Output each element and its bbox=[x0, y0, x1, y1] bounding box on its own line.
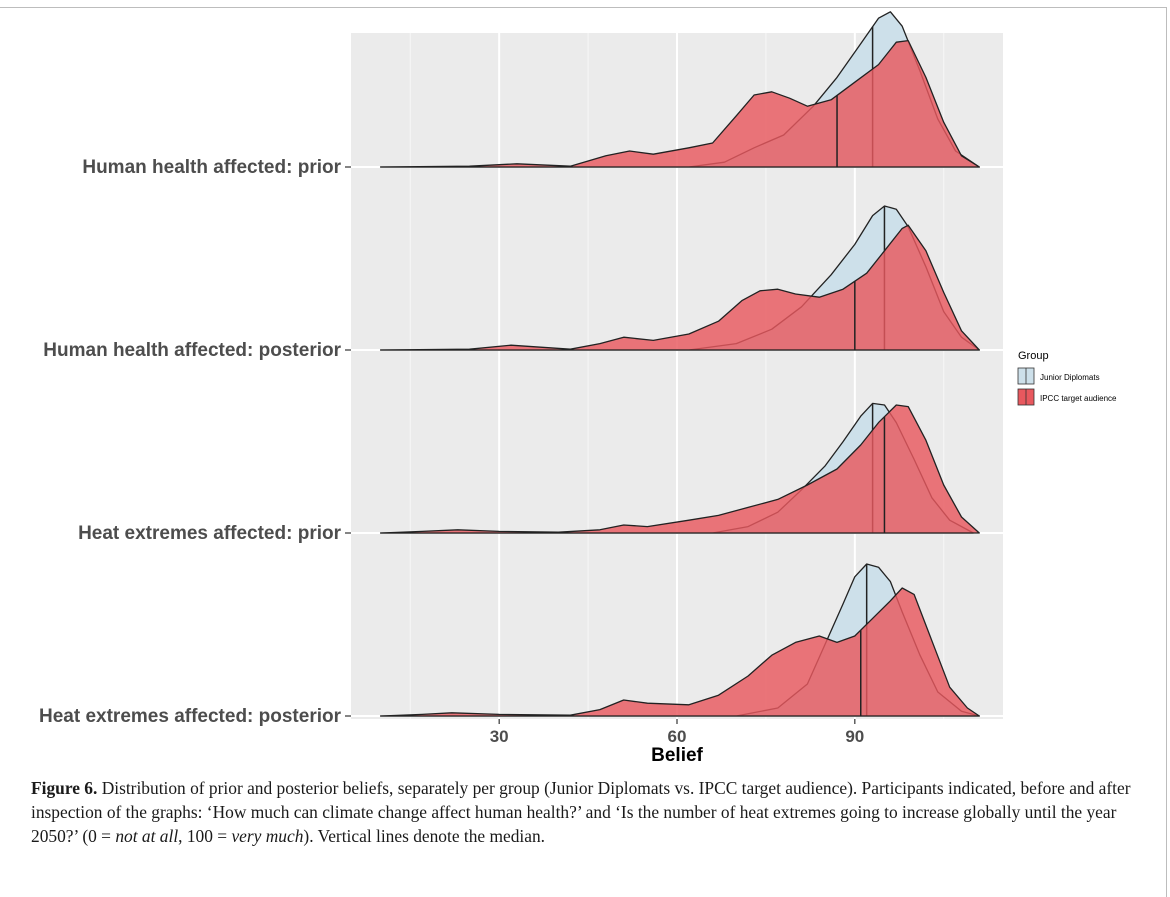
caption-text-1: Distribution of prior and posterior beli… bbox=[31, 778, 1131, 846]
caption-italic-1: not at all bbox=[115, 826, 179, 846]
legend-title: Group bbox=[1018, 350, 1049, 362]
legend-label-junior-diplomats: Junior Diplomats bbox=[1040, 373, 1100, 382]
y-axis-labels: Human health affected: prior Human health… bbox=[39, 157, 351, 727]
legend: Group Junior Diplomats IPCC target audie… bbox=[1017, 350, 1117, 406]
caption-label: Figure 6. bbox=[31, 778, 98, 798]
page-frame-right bbox=[1166, 7, 1167, 897]
x-axis-tick-label: 60 bbox=[668, 727, 687, 746]
x-axis-tick-label: 30 bbox=[490, 727, 509, 746]
ridge-row bbox=[379, 563, 980, 717]
density-ipcc-target-audience bbox=[379, 587, 980, 717]
density-ridges bbox=[379, 11, 980, 717]
ridge-row bbox=[379, 402, 980, 534]
density-ipcc-target-audience bbox=[379, 404, 980, 534]
figure-caption: Figure 6. Distribution of prior and post… bbox=[31, 776, 1151, 848]
ridge-row bbox=[379, 11, 980, 168]
page-frame-top bbox=[0, 7, 1166, 8]
y-axis-label: Heat extremes affected: posterior bbox=[39, 706, 342, 727]
ridgeline-chart: Human health affected: prior Human health… bbox=[39, 11, 1117, 765]
legend-label-ipcc-target-audience: IPCC target audience bbox=[1040, 394, 1117, 403]
y-axis-label: Heat extremes affected: prior bbox=[78, 523, 342, 544]
ridge-row bbox=[379, 205, 980, 351]
x-axis-tick-label: 90 bbox=[845, 727, 864, 746]
y-axis-label: Human health affected: prior bbox=[82, 157, 341, 178]
caption-text-2: , 100 = bbox=[178, 826, 232, 846]
x-axis: 30 60 90 bbox=[490, 719, 864, 746]
caption-text-3: ). Vertical lines denote the median. bbox=[303, 826, 546, 846]
y-axis-label: Human health affected: posterior bbox=[43, 340, 341, 361]
x-axis-title: Belief bbox=[651, 745, 703, 765]
caption-italic-2: very much bbox=[231, 826, 304, 846]
density-ipcc-target-audience bbox=[379, 224, 980, 351]
density-ipcc-target-audience bbox=[379, 39, 980, 168]
